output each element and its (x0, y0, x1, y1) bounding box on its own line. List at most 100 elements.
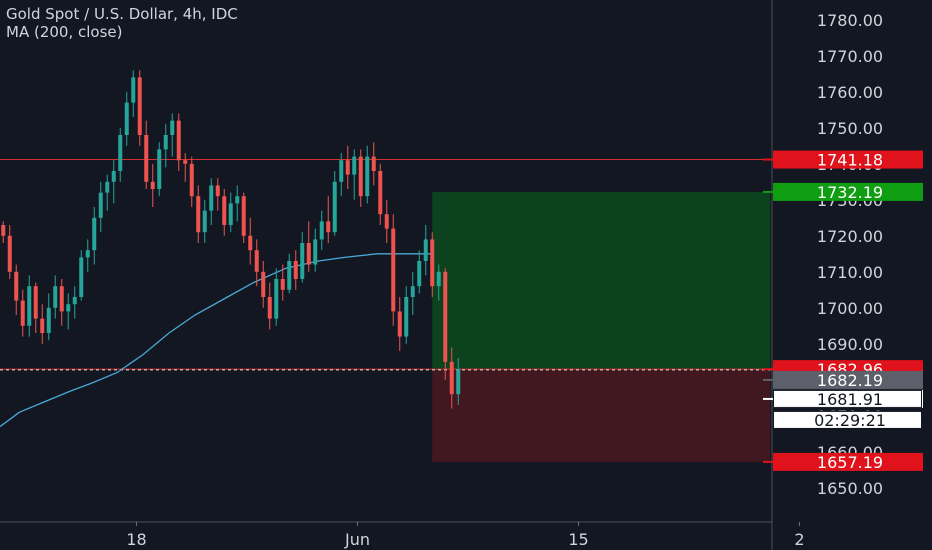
candle-body (170, 120, 175, 135)
price-tick-label: 1700.00 (817, 299, 883, 318)
candle-body (85, 250, 90, 258)
stop-loss-label: 1657.19 (817, 453, 883, 472)
candle-body (46, 307, 51, 333)
loss-zone (432, 369, 771, 462)
candle-body (293, 261, 298, 279)
last-price-label-border (773, 389, 922, 408)
candle-body (404, 297, 409, 337)
candle-body (241, 196, 246, 236)
candle-body (111, 171, 116, 182)
candle-body (410, 286, 415, 297)
candle-body (417, 261, 422, 287)
stop-loss-label-bg (773, 452, 923, 471)
countdown-label-bg (773, 410, 922, 429)
price-tick-label: 1690.00 (817, 335, 883, 354)
candle-body (124, 102, 129, 135)
candle-body (118, 135, 123, 171)
candle-body (105, 181, 110, 193)
candle-body (345, 160, 350, 175)
candle-body (339, 160, 344, 182)
candle-body (365, 156, 370, 197)
price-tick-label: 1780.00 (817, 11, 883, 30)
position-tool[interactable] (432, 191, 771, 462)
candle-body (456, 369, 461, 395)
price-axis[interactable]: 1650.001660.001670.001680.001690.001700.… (771, 0, 883, 550)
candle-body (59, 286, 64, 312)
candle-body (332, 181, 337, 233)
candle-body (326, 221, 331, 233)
candle-body (33, 286, 38, 319)
candle-body (27, 286, 32, 326)
candle-body (397, 311, 402, 337)
candle-body (222, 196, 227, 225)
candle-body (430, 239, 435, 287)
indicator-legend[interactable]: MA (200, close) (6, 23, 123, 41)
candle-body (423, 239, 428, 261)
resistance-level-label: 1741.18 (817, 151, 883, 170)
price-tick-label: 1760.00 (817, 83, 883, 102)
take-profit-label-bg (773, 182, 923, 201)
candle-body (306, 243, 311, 265)
time-axis[interactable]: 18 Jun 15 2 (0, 521, 805, 549)
candle-body (449, 361, 454, 395)
candle-body (92, 217, 97, 251)
candle-body (72, 297, 77, 305)
candle-body (235, 196, 240, 204)
candle-body (14, 271, 19, 301)
candle-body (183, 160, 188, 164)
candle-body (157, 149, 162, 189)
candle-body (300, 243, 305, 279)
candle-body (352, 156, 357, 175)
candle-body (267, 297, 272, 319)
candle-body (443, 271, 448, 362)
candle-body (313, 239, 318, 265)
candle-body (378, 171, 383, 215)
candle-body (66, 304, 71, 312)
candle-body (189, 163, 194, 197)
candle-body (261, 271, 266, 297)
candle-body (98, 192, 103, 218)
moving-average (0, 253, 433, 428)
candle-body (287, 261, 292, 290)
time-tick-label: 2 (794, 530, 804, 549)
resistance-level-label-bg (773, 150, 923, 169)
candle-body (196, 196, 201, 233)
candle-body (371, 156, 376, 171)
ma-value-label-bg (773, 370, 923, 389)
price-labels: 1741.181732.191682.961682.191681.911657.… (763, 150, 923, 472)
price-tick-label: 1770.00 (817, 47, 883, 66)
profit-zone (432, 191, 771, 370)
candle-body (274, 279, 279, 319)
time-tick-label: Jun (344, 530, 370, 549)
price-tick-label: 1650.00 (817, 479, 883, 498)
countdown-label: 02:29:21 (814, 411, 886, 430)
candle-body (280, 279, 285, 290)
horizontal-levels[interactable] (0, 159, 772, 371)
symbol-legend[interactable]: Gold Spot / U.S. Dollar, 4h, IDC (6, 5, 238, 23)
price-tick-label: 1710.00 (817, 263, 883, 282)
candle-body (20, 300, 25, 326)
candle-body (176, 120, 181, 161)
candles[interactable] (1, 70, 461, 409)
candle-body (144, 135, 149, 182)
candle-body (436, 271, 441, 287)
time-tick-label: 15 (568, 530, 588, 549)
candle-body (384, 214, 389, 229)
candle-body (319, 221, 324, 240)
candle-body (79, 257, 84, 297)
price-tick-label: 1750.00 (817, 119, 883, 138)
price-tick-label: 1720.00 (817, 227, 883, 246)
ma-value-label: 1682.19 (817, 371, 883, 390)
candle-body (150, 181, 155, 189)
candle-body (358, 156, 363, 197)
ma-line (0, 253, 433, 428)
candle-body (202, 210, 207, 233)
candle-body (215, 185, 220, 197)
time-tick-label: 18 (126, 530, 146, 549)
candle-body (137, 77, 142, 135)
candle-body (254, 250, 259, 272)
candle-body (248, 235, 253, 251)
candle-body (40, 318, 45, 333)
candle-body (1, 225, 6, 236)
